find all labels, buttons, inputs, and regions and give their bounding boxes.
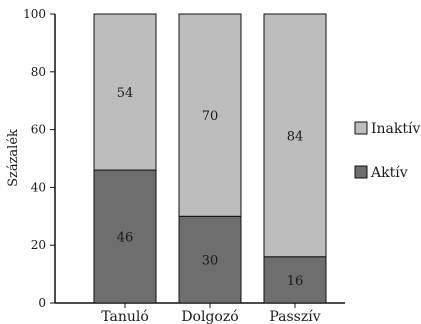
bar-segment [263,13,327,258]
bar-segment [263,256,327,304]
y-axis-label: Százalék [6,129,21,187]
bar-segment [178,13,242,217]
y-tick-label: 20 [31,238,46,252]
legend-label: Aktív [370,165,408,181]
data-label: 84 [287,129,304,144]
bars: 46 54 30 70 16 84 [93,13,327,304]
bar-segment [93,169,157,304]
y-tick-label: 100 [23,7,46,21]
data-label: 46 [117,231,134,246]
legend: Inaktív Aktív [354,121,420,181]
x-tick-label: Passzív [269,309,320,324]
data-label: 70 [202,109,219,124]
x-tick-label: Dolgozó [181,309,238,324]
y-axis: 0 20 40 60 80 100 [23,7,56,310]
legend-swatch [354,121,368,135]
y-tick-label: 40 [31,180,46,194]
y-tick-label: 60 [31,123,46,137]
bar-segment [93,13,157,171]
y-tick-label: 80 [31,65,46,79]
y-tick-label: 0 [38,296,46,310]
data-label: 54 [117,86,134,101]
x-axis: Tanuló Dolgozó Passzív [55,302,345,324]
data-label: 30 [202,254,219,269]
legend-label: Inaktív [371,121,420,137]
data-label: 16 [287,274,304,289]
x-tick-label: Tanuló [101,309,149,324]
legend-swatch [354,165,368,179]
bar-segment [178,215,242,304]
